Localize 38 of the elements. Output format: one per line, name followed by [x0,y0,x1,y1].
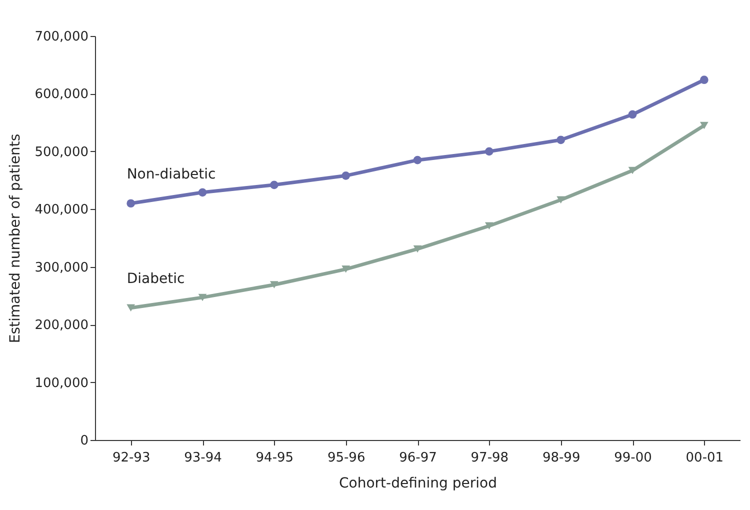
y-tick-label: 300,000 [34,260,88,276]
x-tick-label: 00-01 [686,450,724,466]
point [342,171,350,180]
y-tick-label: 200,000 [34,318,88,334]
y-tick-label: 100,000 [34,376,88,391]
x-tick-label: 95-96 [327,450,366,466]
point [342,266,350,273]
y-tick-label: 700,000 [34,30,88,44]
point [270,281,278,288]
point [700,76,708,84]
point [556,196,566,204]
x-tick-label: 93-94 [184,450,222,466]
point [413,156,422,164]
y-tick-label: 500,000 [34,144,88,160]
point [556,136,566,144]
y-tick-label: 0 [80,434,88,448]
x-tick-label: 92-93 [112,450,150,466]
x-axis-title: Cohort-defining period [339,476,497,492]
x-tick-label: 94-95 [256,450,294,466]
y-axis-title: Estimated number of patients [8,134,24,344]
x-tick-label: 98-99 [542,450,580,466]
x-tick-label: 99-00 [614,450,652,466]
point [628,110,637,119]
point [270,180,278,190]
x-tick-label: 96-97 [399,450,437,466]
point [700,122,708,130]
y-tick-label: 600,000 [34,87,88,102]
point [126,304,136,312]
point [126,199,136,208]
point [413,245,422,253]
x-tick-label: 97-98 [470,450,509,466]
point [198,294,207,302]
point [198,188,207,197]
series-label: Non-diabetic [126,166,216,182]
y-tick-label: 400,000 [34,202,88,218]
point [484,222,494,230]
point [484,147,494,156]
series-label: Diabetic [126,270,185,287]
